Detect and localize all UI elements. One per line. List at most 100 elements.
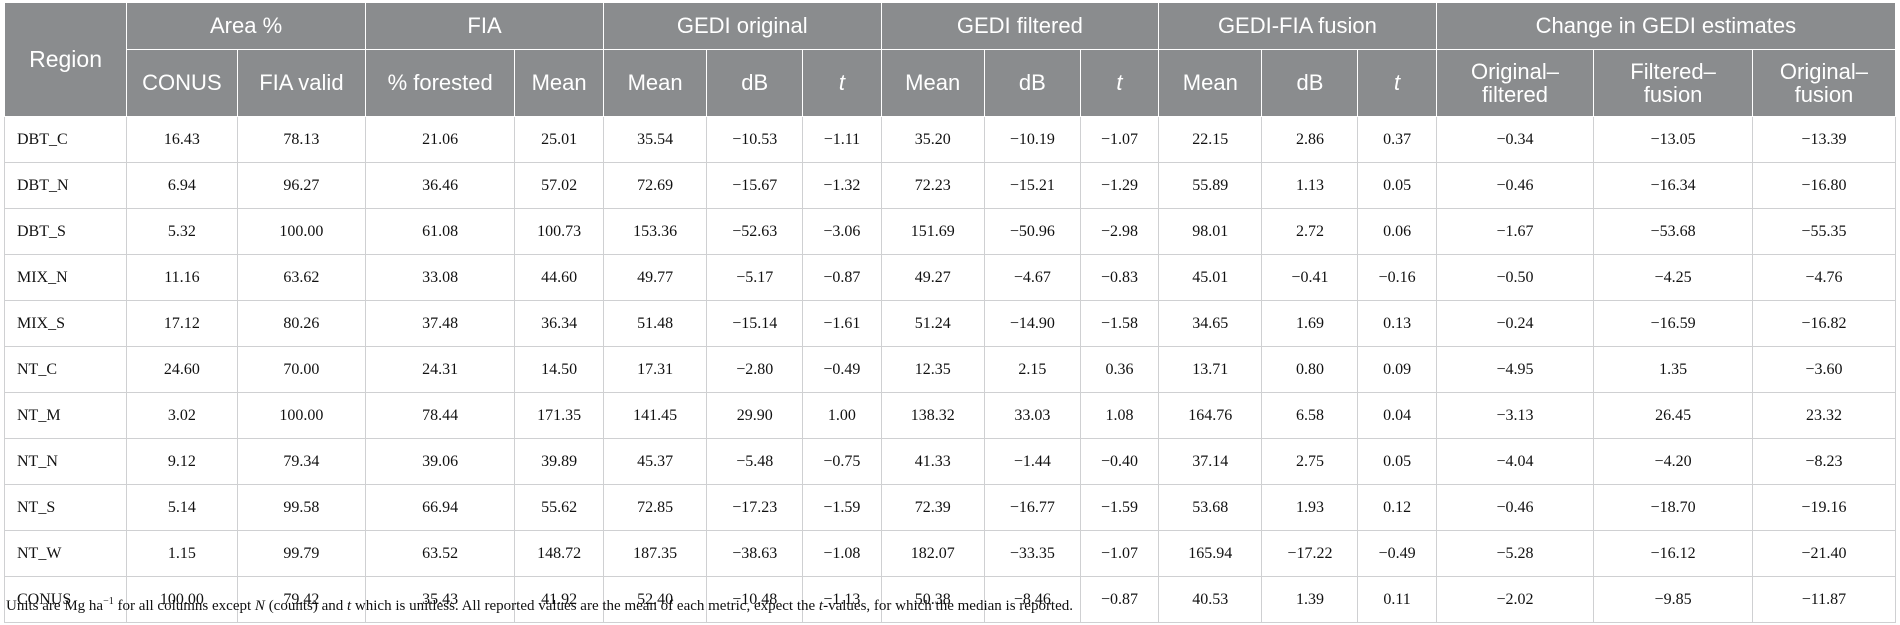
subheader-filtered-db: dB — [983, 49, 1081, 117]
cell-fusion-mean: 40.53 — [1158, 576, 1262, 623]
cell-filtered-t: −0.83 — [1079, 254, 1159, 301]
cell-fia-pct-forested: 66.94 — [365, 484, 515, 531]
cell-filtered-mean: 49.27 — [880, 254, 985, 301]
cell-area-fia-valid: 78.13 — [236, 116, 366, 163]
cell-fusion-t: 0.12 — [1357, 484, 1437, 531]
cell-change-filtered-fusion: 1.35 — [1593, 346, 1753, 393]
cell-fusion-t: 0.05 — [1357, 162, 1437, 209]
cell-change-filtered-fusion: −16.34 — [1593, 162, 1753, 209]
subheader-original-t: t — [802, 49, 882, 117]
footnote-text: for all columns except — [113, 598, 255, 614]
cell-fusion-t: 0.05 — [1357, 438, 1437, 485]
subheader-filtered-t: t — [1079, 49, 1160, 117]
cell-original-mean: 72.69 — [602, 162, 707, 209]
cell-fia-mean: 41.92 — [514, 576, 604, 623]
cell-filtered-db: −4.67 — [983, 254, 1081, 301]
cell-original-mean: 49.77 — [602, 254, 707, 301]
cell-area-fia-valid: 99.79 — [236, 530, 366, 577]
cell-area-conus: 5.32 — [126, 208, 238, 255]
subheader-line: fusion — [1794, 82, 1854, 107]
cell-fusion-t: −0.16 — [1357, 254, 1437, 301]
cell-filtered-db: 2.15 — [983, 346, 1081, 393]
table-row: DBT_S 5.32 100.00 61.08 100.73 153.36 −52.63 −3… — [3, 208, 1897, 255]
cell-area-conus: 3.02 — [126, 392, 238, 439]
cell-filtered-t: −1.07 — [1079, 116, 1159, 163]
subheader-conus: CONUS — [126, 49, 238, 117]
cell-fusion-mean: 13.71 — [1158, 346, 1262, 393]
cell-area-conus: 16.43 — [126, 116, 238, 163]
subheader-original-mean: Mean — [602, 49, 708, 117]
footnote-text: which is unitless. All reported values a… — [351, 598, 819, 614]
cell-change-original-fusion: −16.80 — [1751, 162, 1897, 209]
cell-fusion-db: −0.41 — [1261, 254, 1358, 301]
cell-change-original-fusion: −21.40 — [1751, 530, 1897, 577]
cell-original-t: −1.59 — [802, 484, 882, 531]
cell-change-filtered-fusion: −16.59 — [1593, 300, 1753, 347]
cell-change-original-fusion: −4.76 — [1751, 254, 1897, 301]
t-symbol: t — [1394, 70, 1401, 96]
table-row: DBT_C 16.43 78.13 21.06 25.01 35.54 −10.53 −1.1… — [3, 116, 1897, 163]
cell-original-t: −1.32 — [802, 162, 882, 209]
cell-fia-mean: 57.02 — [514, 162, 604, 209]
subheader-fia-valid: FIA valid — [236, 49, 367, 117]
cell-original-t: −0.87 — [802, 254, 882, 301]
cell-original-db: −2.80 — [706, 346, 803, 393]
cell-change-filtered-fusion: −4.20 — [1593, 438, 1753, 485]
table-row: CONUS 100.00 79.42 35.43 41.92 52.40 −10.48 −1.… — [3, 576, 1897, 623]
cell-original-db: −10.48 — [706, 576, 803, 623]
cell-fia-pct-forested: 24.31 — [365, 346, 515, 393]
footnote-text: Units are Mg ha — [6, 598, 104, 614]
cell-filtered-mean: 138.32 — [880, 392, 985, 439]
cell-fusion-db: 1.69 — [1261, 300, 1358, 347]
cell-change-original-filtered: −2.02 — [1435, 576, 1594, 623]
subheader-original-filtered: Original– filtered — [1435, 49, 1595, 117]
table-row: MIX_N 11.16 63.62 33.08 44.60 49.77 −5.17 −0.87… — [3, 254, 1897, 301]
cell-original-mean: 17.31 — [602, 346, 707, 393]
subheader-line: filtered — [1481, 82, 1548, 107]
cell-original-mean: 141.45 — [602, 392, 707, 439]
cell-fusion-mean: 55.89 — [1158, 162, 1262, 209]
subheader-line: fusion — [1643, 82, 1703, 107]
table-row: NT_C 24.60 70.00 24.31 14.50 17.31 −2.80 −0.49 1… — [3, 346, 1897, 393]
cell-filtered-db: −8.46 — [983, 576, 1081, 623]
cell-region: NT_M — [3, 392, 127, 439]
cell-change-original-fusion: −11.87 — [1751, 576, 1897, 623]
subheader-fia-mean: Mean — [514, 49, 604, 117]
cell-change-original-fusion: −3.60 — [1751, 346, 1897, 393]
cell-filtered-db: −50.96 — [983, 208, 1081, 255]
cell-filtered-db: −15.21 — [983, 162, 1081, 209]
cell-change-original-fusion: 23.32 — [1751, 392, 1897, 439]
cell-filtered-db: −1.44 — [983, 438, 1081, 485]
cell-fusion-db: 1.13 — [1261, 162, 1358, 209]
cell-fusion-db: 2.86 — [1261, 116, 1358, 163]
cell-fusion-mean: 37.14 — [1158, 438, 1262, 485]
cell-fusion-mean: 45.01 — [1158, 254, 1262, 301]
cell-original-db: −15.67 — [706, 162, 803, 209]
cell-fia-mean: 36.34 — [514, 300, 604, 347]
cell-fusion-mean: 53.68 — [1158, 484, 1262, 531]
cell-area-fia-valid: 100.00 — [236, 392, 366, 439]
cell-original-mean: 52.40 — [602, 576, 707, 623]
cell-original-db: −5.17 — [706, 254, 803, 301]
cell-original-db: −38.63 — [706, 530, 803, 577]
subheader-line: Original– — [1470, 58, 1559, 84]
cell-filtered-t: −1.59 — [1079, 484, 1159, 531]
cell-fusion-t: 0.04 — [1357, 392, 1437, 439]
cell-original-t: 1.00 — [802, 392, 882, 439]
cell-change-original-fusion: −16.82 — [1751, 300, 1897, 347]
cell-original-t: −0.49 — [802, 346, 882, 393]
table-row: MIX_S 17.12 80.26 37.48 36.34 51.48 −15.14 −1.6… — [3, 300, 1897, 347]
cell-fia-mean: 148.72 — [514, 530, 604, 577]
results-table: Region Area % FIA GEDI original GEDI fil… — [3, 2, 1897, 623]
cell-original-t: −1.08 — [802, 530, 882, 577]
cell-change-original-fusion: −13.39 — [1751, 116, 1897, 163]
cell-change-filtered-fusion: −18.70 — [1593, 484, 1753, 531]
cell-area-fia-valid: 80.26 — [236, 300, 366, 347]
cell-fia-mean: 39.89 — [514, 438, 604, 485]
cell-fusion-t: 0.06 — [1357, 208, 1437, 255]
cell-fusion-mean: 22.15 — [1158, 116, 1262, 163]
cell-filtered-mean: 151.69 — [880, 208, 985, 255]
footnote-t-symbol: t — [347, 598, 352, 614]
cell-filtered-mean: 41.33 — [880, 438, 985, 485]
